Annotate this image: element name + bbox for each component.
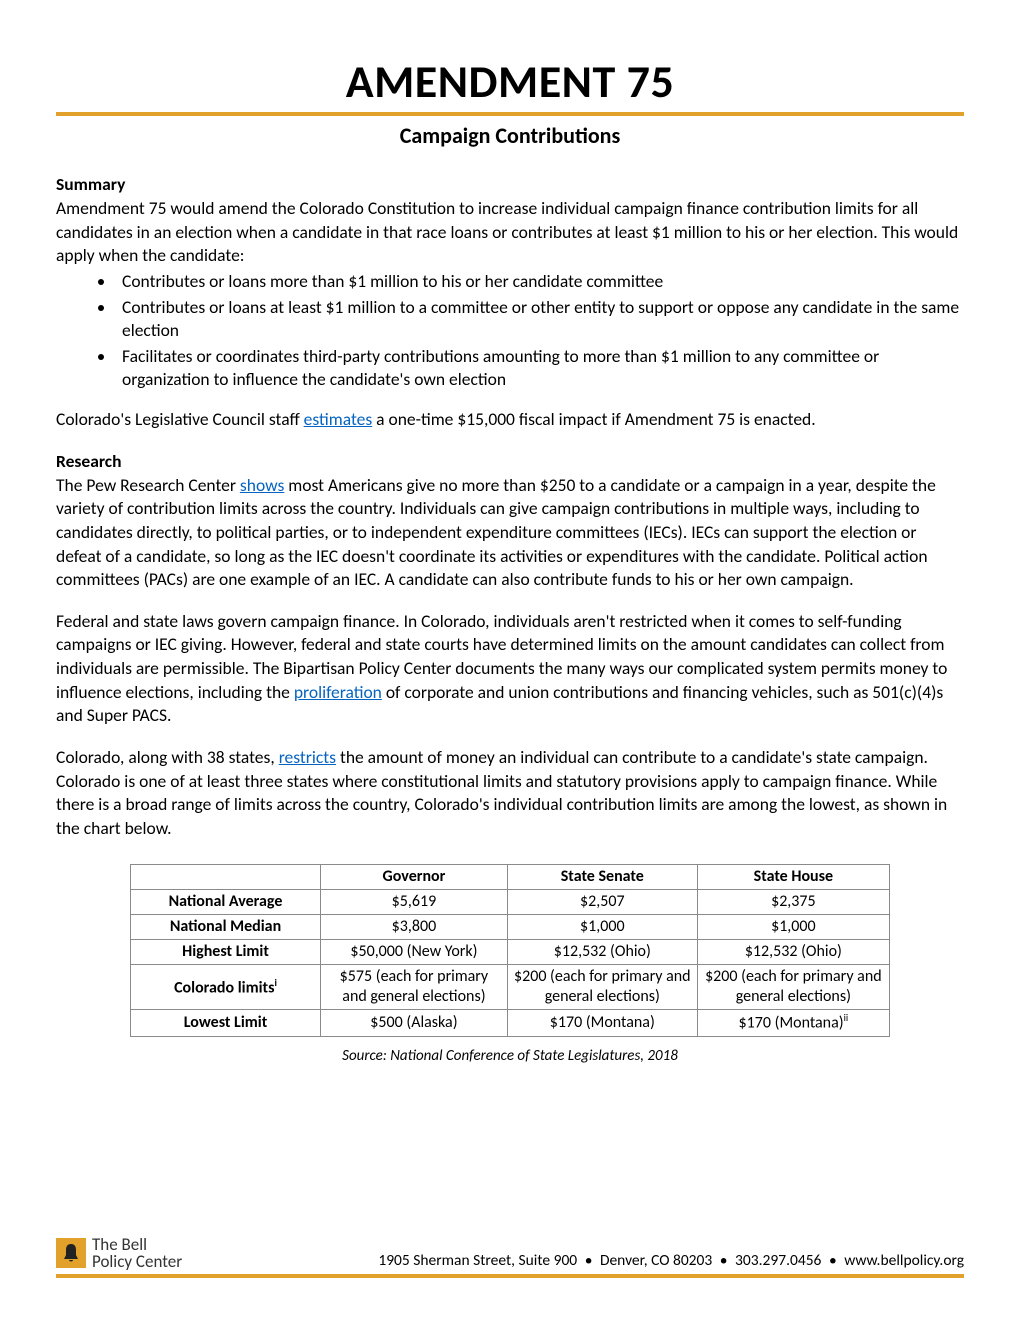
research-heading: Research — [56, 450, 964, 472]
title-rule: AMENDMENT 75 — [56, 54, 964, 116]
table-row: Highest Limit$50,000 (New York)$12,532 (… — [131, 940, 890, 965]
table-cell: $575 (each for primary and general elect… — [321, 965, 508, 1010]
table-cell: $2,507 — [507, 890, 697, 915]
p3-pre: Colorado, along with 38 states, — [56, 746, 279, 768]
table-cell: $2,375 — [697, 890, 889, 915]
row-header: Lowest Limit — [131, 1010, 321, 1036]
restricts-link[interactable]: restricts — [279, 746, 336, 768]
col-state-senate: State Senate — [507, 865, 697, 890]
addr-street: 1905 Sherman Street, Suite 900 — [378, 1251, 577, 1270]
row-header: National Median — [131, 915, 321, 940]
org-line2: Policy Center — [92, 1251, 182, 1272]
limits-tbody: National Average$5,619$2,507$2,375Nation… — [131, 890, 890, 1036]
footer-logo: The Bell Policy Center — [56, 1236, 182, 1270]
addr-phone: 303.297.0456 — [735, 1251, 821, 1270]
research-section: Research The Pew Research Center shows m… — [56, 450, 964, 841]
page-title: AMENDMENT 75 — [56, 54, 964, 110]
summary-section: Summary Amendment 75 would amend the Col… — [56, 173, 964, 432]
page-footer: The Bell Policy Center 1905 Sherman Stre… — [56, 1236, 964, 1278]
table-cell: $1,000 — [697, 915, 889, 940]
table-source: Source: National Conference of State Leg… — [130, 1047, 890, 1065]
separator-dot: • — [716, 1251, 732, 1270]
fiscal-pre: Colorado's Legislative Council staff — [56, 408, 304, 430]
p1-pre: The Pew Research Center — [56, 474, 240, 496]
table-row: National Median$3,800$1,000$1,000 — [131, 915, 890, 940]
shows-link[interactable]: shows — [240, 474, 284, 496]
table-cell: $5,619 — [321, 890, 508, 915]
table-cell: $50,000 (New York) — [321, 940, 508, 965]
col-governor: Governor — [321, 865, 508, 890]
bullet-item: Facilitates or coordinates third-party c… — [116, 345, 964, 392]
table-cell: $12,532 (Ohio) — [697, 940, 889, 965]
table-cell: $500 (Alaska) — [321, 1010, 508, 1036]
table-cell: $1,000 — [507, 915, 697, 940]
separator-dot: • — [825, 1251, 841, 1270]
summary-heading: Summary — [56, 173, 964, 195]
col-blank — [131, 865, 321, 890]
table-cell: $12,532 (Ohio) — [507, 940, 697, 965]
separator-dot: • — [581, 1251, 597, 1270]
limits-table-wrap: Governor State Senate State House Nation… — [130, 864, 890, 1064]
summary-fiscal: Colorado's Legislative Council staff est… — [56, 408, 964, 432]
footnote-mark: ii — [844, 1011, 849, 1024]
table-cell: $200 (each for primary and general elect… — [507, 965, 697, 1010]
row-header: Colorado limitsi — [131, 965, 321, 1010]
table-cell: $170 (Montana) — [507, 1010, 697, 1036]
research-p1: The Pew Research Center shows most Ameri… — [56, 474, 964, 592]
table-cell: $3,800 — [321, 915, 508, 940]
table-cell: $170 (Montana)ii — [697, 1010, 889, 1036]
page-subtitle: Campaign Contributions — [56, 122, 964, 149]
proliferation-link[interactable]: proliferation — [294, 681, 382, 703]
bell-icon — [56, 1238, 86, 1268]
research-p2: Federal and state laws govern campaign f… — [56, 610, 964, 728]
footer-org-name: The Bell Policy Center — [92, 1236, 182, 1270]
col-state-house: State House — [697, 865, 889, 890]
bullet-item: Contributes or loans more than $1 millio… — [116, 270, 964, 294]
table-cell: $200 (each for primary and general elect… — [697, 965, 889, 1010]
table-row: National Average$5,619$2,507$2,375 — [131, 890, 890, 915]
table-row: Colorado limitsi$575 (each for primary a… — [131, 965, 890, 1010]
footer-address: 1905 Sherman Street, Suite 900 • Denver,… — [378, 1251, 964, 1270]
footnote-mark: i — [274, 976, 276, 989]
bullet-item: Contributes or loans at least $1 million… — [116, 296, 964, 343]
estimates-link[interactable]: estimates — [304, 408, 373, 430]
limits-table: Governor State Senate State House Nation… — [130, 864, 890, 1036]
fiscal-post: a one-time $15,000 fiscal impact if Amen… — [372, 408, 815, 430]
summary-bullets: Contributes or loans more than $1 millio… — [56, 270, 964, 392]
addr-web: www.bellpolicy.org — [844, 1251, 964, 1270]
addr-city: Denver, CO 80203 — [600, 1251, 712, 1270]
row-header: National Average — [131, 890, 321, 915]
row-header: Highest Limit — [131, 940, 321, 965]
table-row: Lowest Limit$500 (Alaska)$170 (Montana)$… — [131, 1010, 890, 1036]
research-p3: Colorado, along with 38 states, restrict… — [56, 746, 964, 841]
summary-intro: Amendment 75 would amend the Colorado Co… — [56, 197, 964, 268]
